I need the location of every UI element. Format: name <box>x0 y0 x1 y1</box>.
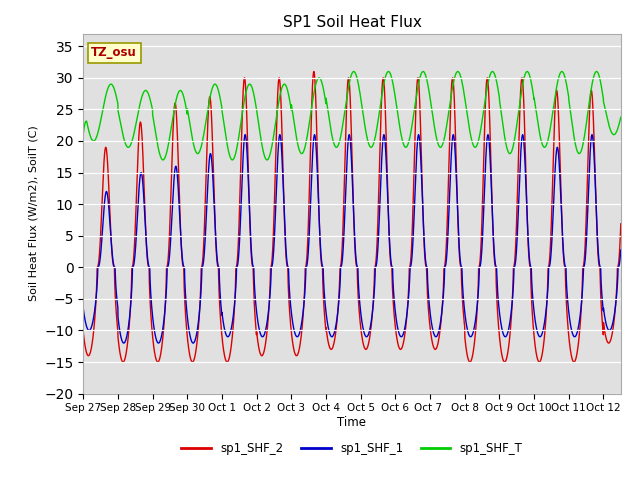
sp1_SHF_1 <box>79 305 87 311</box>
sp1_SHF_1 <box>566 319 574 324</box>
sp1_SHF_1 <box>404 295 412 300</box>
sp1_SHF_T <box>79 132 87 138</box>
sp1_SHF_T <box>195 150 202 156</box>
sp1_SHF_T <box>617 114 625 120</box>
sp1_SHF_2 <box>119 359 127 365</box>
sp1_SHF_T <box>617 115 625 121</box>
Line: sp1_SHF_2: sp1_SHF_2 <box>83 72 621 362</box>
sp1_SHF_T <box>566 106 574 112</box>
Text: TZ_osu: TZ_osu <box>92 46 137 59</box>
sp1_SHF_2 <box>617 221 625 227</box>
sp1_SHF_2 <box>195 324 202 329</box>
sp1_SHF_2 <box>404 288 412 294</box>
sp1_SHF_1 <box>346 132 353 138</box>
sp1_SHF_T <box>404 140 412 146</box>
sp1_SHF_1 <box>189 340 197 346</box>
sp1_SHF_2 <box>414 75 422 81</box>
Line: sp1_SHF_1: sp1_SHF_1 <box>83 135 621 343</box>
sp1_SHF_T <box>159 157 167 163</box>
Legend: sp1_SHF_2, sp1_SHF_1, sp1_SHF_T: sp1_SHF_2, sp1_SHF_1, sp1_SHF_T <box>177 437 527 460</box>
Y-axis label: Soil Heat Flux (W/m2), SoilT (C): Soil Heat Flux (W/m2), SoilT (C) <box>29 126 38 301</box>
sp1_SHF_1 <box>230 312 237 317</box>
sp1_SHF_2 <box>566 344 574 350</box>
sp1_SHF_2 <box>230 320 237 326</box>
sp1_SHF_1 <box>617 249 625 255</box>
Line: sp1_SHF_T: sp1_SHF_T <box>83 72 621 160</box>
Title: SP1 Soil Heat Flux: SP1 Soil Heat Flux <box>283 15 421 30</box>
sp1_SHF_T <box>414 85 422 91</box>
sp1_SHF_1 <box>414 134 422 140</box>
sp1_SHF_1 <box>617 247 625 253</box>
sp1_SHF_T <box>230 156 237 162</box>
sp1_SHF_T <box>524 69 531 74</box>
X-axis label: Time: Time <box>337 416 367 429</box>
sp1_SHF_2 <box>79 329 87 335</box>
sp1_SHF_2 <box>310 69 317 74</box>
sp1_SHF_2 <box>617 225 625 231</box>
sp1_SHF_1 <box>195 318 202 324</box>
